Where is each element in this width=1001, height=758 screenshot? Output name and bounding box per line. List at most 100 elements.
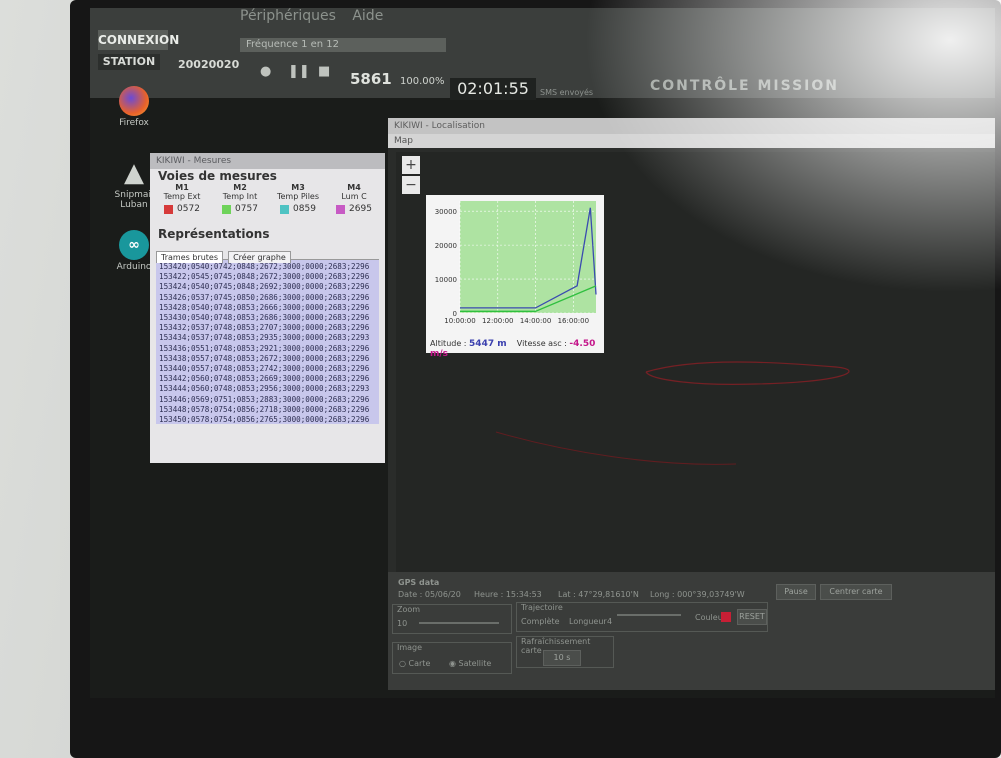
frame-row: 153430;0540;0748;0853;2686;3000;0000;268… [159, 313, 370, 323]
zoom-value: 10 [397, 619, 408, 628]
center-map-button[interactable]: Centrer carte [820, 584, 892, 600]
desktop-icon-label: Arduino [116, 262, 152, 272]
representations-title: Représentations [158, 227, 270, 241]
station-label: STATION [98, 54, 160, 70]
zoom-out-button[interactable]: − [402, 176, 420, 194]
frame-row: 153438;0557;0748;0853;2672;3000;0000;268… [159, 353, 370, 363]
menu-bar: Périphériques Aide [240, 8, 383, 24]
frame-row: 153422;0545;0745;0848;2672;3000;0000;268… [159, 272, 370, 282]
y-tick-label: 10000 [435, 276, 457, 284]
voies-title: Voies de mesures [158, 169, 277, 183]
frame-row: 153436;0551;0748;0853;2921;3000;0000;268… [159, 343, 370, 353]
channel-m3: M3 Temp Piles 0859 [276, 183, 320, 214]
menu-item-peripheriques[interactable]: Périphériques [240, 8, 336, 24]
tab-bar: Trames brutes Créer graphe [156, 245, 379, 263]
map-view[interactable]: + − 0 10000 20000 30000 10:00:00 12:00:00 14:0… [396, 152, 995, 572]
x-tick-label: 10:00:00 [444, 317, 475, 325]
popup-info: Altitude : 5447 m Vitesse asc : -4.50 m/… [430, 339, 608, 359]
frame-row: 153426;0537;0745;0850;2686;3000;0000;268… [159, 292, 370, 302]
control-panel: GPS data Date : 05/06/20 Heure : 15:34:5… [388, 572, 995, 690]
stop-icon[interactable]: ■ [318, 64, 331, 79]
zoom-group: Zoom 10 [392, 604, 512, 634]
gps-date: Date : 05/06/20 [398, 590, 461, 599]
percent-indicator: 100.00% [400, 76, 445, 87]
record-icon[interactable]: ● [260, 64, 272, 79]
gps-long: Long : 000°39,03749'W [650, 590, 745, 599]
trajectory-group: Trajectoire Complète Longueur 4 Couleur … [516, 602, 768, 632]
mission-label: CONTRÔLE MISSION [650, 78, 839, 94]
firefox-icon [119, 86, 149, 116]
desktop-icon-label: Firefox [119, 118, 149, 128]
menu-item-aide[interactable]: Aide [352, 8, 384, 24]
image-group: Image ○ Carte ◉ Satellite [392, 642, 512, 674]
trajectory-complete-label[interactable]: Complète [521, 617, 560, 626]
frame-row: 153446;0569;0751;0853;2883;3000;0000;268… [159, 394, 370, 404]
frame-row: 153434;0537;0748;0853;2935;3000;0000;268… [159, 333, 370, 343]
altitude-label: Altitude : [430, 339, 467, 348]
sms-label: SMS envoyés [540, 88, 594, 97]
satellite-option-radio[interactable]: ◉ Satellite [449, 659, 492, 668]
x-tick-label: 16:00:00 [558, 317, 589, 325]
desktop-icon-label: Snipmail Luban [114, 190, 154, 210]
frame-row: 153442;0560;0748;0853;2669;3000;0000;268… [159, 374, 370, 384]
screen: Périphériques Aide CONNEXION STATION 200… [90, 8, 995, 698]
zoom-slider[interactable] [419, 622, 499, 624]
x-tick-label: 14:00:00 [520, 317, 551, 325]
top-bar: Périphériques Aide CONNEXION STATION 200… [90, 8, 995, 100]
plot-area [460, 201, 596, 313]
localisation-window: KIKIWI - Localisation Map + − 0 10000 2000… [388, 118, 995, 690]
frame-row: 153428;0540;0748;0853;2666;3000;0000;268… [159, 302, 370, 312]
mesures-window: KIKIWI - Mesures Voies de mesures M1 Tem… [150, 153, 385, 463]
arduino-icon: ∞ [119, 230, 149, 260]
refresh-select[interactable]: 10 s [543, 650, 581, 666]
refresh-group: Rafraîchissement carte 10 s [516, 636, 614, 668]
image-group-label: Image [397, 643, 423, 652]
channel-m2: M2 Temp Int 0757 [222, 183, 258, 214]
altitude-popup: 0 10000 20000 30000 10:00:00 12:00:00 14:00:00… [426, 195, 604, 359]
frame-row: 153432;0537;0748;0853;2707;3000;0000;268… [159, 323, 370, 333]
color-swatch [280, 204, 290, 214]
localisation-menu[interactable]: Map [388, 134, 995, 148]
frame-row: 153444;0560;0748;0853;2956;3000;0000;268… [159, 384, 370, 394]
zoom-in-button[interactable]: + [402, 156, 420, 174]
trajectory-path-2 [495, 431, 737, 465]
zoom-group-label: Zoom [397, 605, 421, 614]
trajectory-length-label: Longueur [569, 617, 607, 626]
pause-button[interactable]: Pause [776, 584, 816, 600]
gps-time: Heure : 15:34:53 [474, 590, 542, 599]
y-tick-label: 20000 [435, 242, 457, 250]
frame-row: 153450;0578;0754;0856;2765;3000;0000;268… [159, 415, 370, 424]
channel-m1: M1 Temp Ext 0572 [163, 183, 201, 214]
gps-lat: Lat : 47°29,81610'N [558, 590, 639, 599]
mode-indicator: Fréquence 1 en 12 [240, 38, 446, 52]
mesures-title: KIKIWI - Mesures [150, 153, 385, 169]
altitude-value: 5447 m [469, 339, 507, 349]
pause-icon[interactable]: ❚❚ [288, 64, 310, 79]
frame-row: 153440;0557;0748;0853;2742;3000;0000;268… [159, 364, 370, 374]
frame-counter: 5861 [350, 70, 392, 88]
frame-row: 153448;0578;0754;0856;2718;3000;0000;268… [159, 404, 370, 414]
frame-row: 153424;0540;0745;0848;2692;3000;0000;268… [159, 282, 370, 292]
mission-clock: 02:01:55 [450, 78, 536, 100]
desktop-icon-firefox[interactable]: Firefox [104, 86, 164, 128]
gps-group-label: GPS data [398, 578, 440, 587]
localisation-title: KIKIWI - Localisation [388, 118, 995, 134]
trajectory-group-label: Trajectoire [521, 603, 563, 612]
map-option-radio[interactable]: ○ Carte [399, 659, 431, 668]
x-tick-label: 12:00:00 [482, 317, 513, 325]
color-swatch [222, 204, 232, 214]
color-swatch [164, 204, 174, 214]
raw-frames-list[interactable]: 153420;0540;0742;0848;2672;3000;0000;268… [156, 260, 379, 424]
speed-label: Vitesse asc : [516, 339, 567, 348]
frame-row: 153420;0540;0742;0848;2672;3000;0000;268… [159, 262, 370, 271]
trajectory-path [645, 361, 850, 385]
reset-button[interactable]: RESET [737, 609, 767, 625]
trajectory-color-swatch[interactable] [721, 612, 731, 622]
station-id: 20020020 [178, 58, 240, 71]
trajectory-length-value: 4 [607, 617, 613, 626]
snipmail-icon: ▲ [124, 158, 144, 188]
connexion-button[interactable]: CONNEXION [98, 30, 179, 50]
length-slider[interactable] [617, 614, 681, 616]
y-tick-label: 30000 [435, 208, 457, 216]
